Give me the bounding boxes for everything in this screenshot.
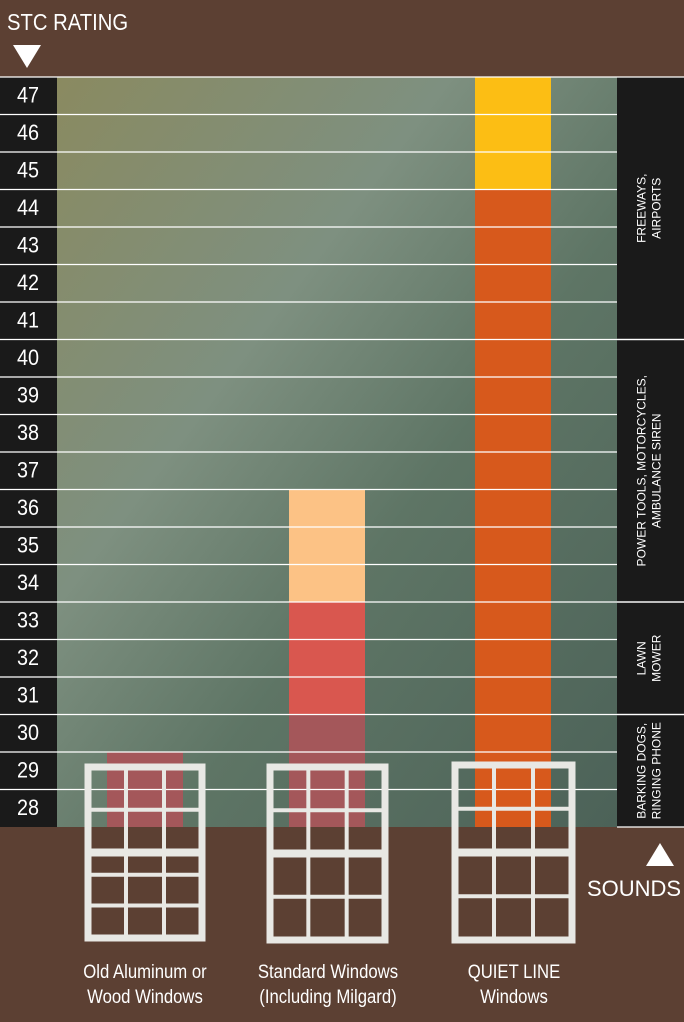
sounds-title: SOUNDS: [587, 876, 681, 901]
y-tick-label: 44: [17, 196, 39, 220]
y-tick-label: 35: [17, 534, 39, 558]
y-tick-label: 30: [17, 721, 39, 745]
bar-segment: [289, 490, 365, 603]
bar-segment: [289, 602, 365, 715]
category-label: Windows: [480, 986, 548, 1007]
y-tick-label: 45: [17, 159, 39, 183]
bar-segment: [475, 190, 551, 828]
sound-label: LAWN: [635, 641, 649, 675]
category-label: Standard Windows: [258, 961, 398, 982]
chart: STC RATING SOUNDS 47 46 45 44 43 42 41 40 39 38 37…: [0, 0, 684, 1022]
category-label: QUIET LINE: [468, 961, 561, 982]
y-tick-label: 46: [17, 121, 39, 145]
category-label: Wood Windows: [87, 986, 203, 1007]
y-tick-label: 29: [17, 759, 39, 783]
y-tick-label: 39: [17, 384, 39, 408]
sound-label: RINGING PHONE: [650, 722, 664, 819]
chart-title: STC RATING: [7, 9, 128, 36]
category-label: (Including Milgard): [259, 986, 396, 1007]
sound-label: POWER TOOLS, MOTORCYCLES,: [635, 375, 649, 566]
category-label: Old Aluminum or: [83, 961, 206, 982]
page: STC RATING SOUNDS 47 46 45 44 43 42 41 40 39 38 37…: [0, 0, 684, 1022]
y-tick-label: 47: [17, 84, 39, 108]
y-tick-label: 28: [17, 796, 39, 820]
y-tick-label: 31: [17, 684, 39, 708]
sound-label: AMBULANCE SIREN: [650, 413, 664, 528]
y-tick-label: 33: [17, 609, 39, 633]
y-tick-label: 42: [17, 271, 39, 295]
y-tick-label: 41: [17, 309, 39, 333]
y-tick-label: 36: [17, 496, 39, 520]
y-tick-label: 32: [17, 646, 39, 670]
bar-segment: [475, 77, 551, 190]
y-tick-label: 43: [17, 234, 39, 258]
sound-label: MOWER: [650, 634, 664, 682]
sound-label: FREEWAYS,: [635, 174, 649, 243]
y-tick-label: 40: [17, 346, 39, 370]
sound-label: BARKING DOGS,: [635, 723, 649, 819]
sound-label: AIRPORTS: [650, 178, 664, 239]
y-tick-label: 38: [17, 421, 39, 445]
y-tick-label: 37: [17, 459, 39, 483]
y-tick-label: 34: [17, 571, 39, 595]
